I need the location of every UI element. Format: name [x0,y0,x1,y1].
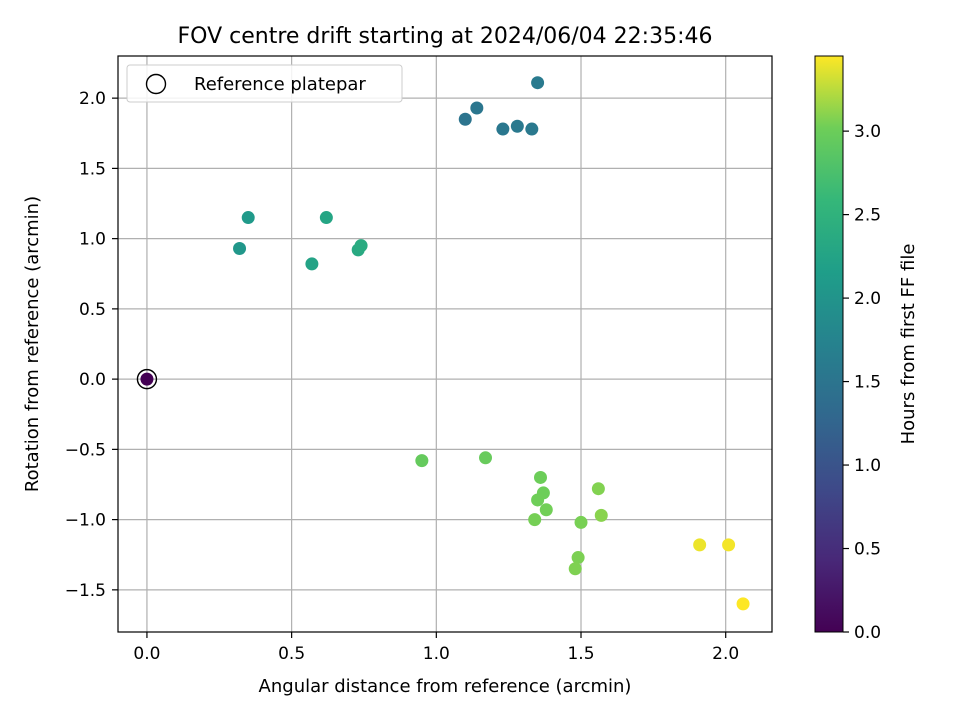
colorbar: 0.0 0.5 1.0 1.5 2.0 2.5 3.0 Hours from first F… [814,55,919,643]
data-point [531,76,545,90]
y-tick-label: −1.0 [65,511,106,531]
data-point [571,551,585,565]
legend-entry-reference-platepar: Reference platepar [194,74,366,95]
data-point [233,241,247,255]
reference-marker [136,368,158,390]
colorbar-gradient [814,55,844,633]
data-point [305,257,319,271]
data-point [693,538,707,552]
data-point [479,451,493,465]
data-point [496,122,510,136]
y-tick-label: −1.5 [65,581,106,601]
legend-marker-reference [145,73,167,95]
data-point [591,482,605,496]
data-point [319,211,333,225]
x-tick-label: 2.0 [712,644,739,664]
chart-title: FOV centre drift starting at 2024/06/04 … [178,24,713,49]
x-tick-label: 0.0 [133,644,160,664]
data-point [736,597,750,611]
y-axis-label: Rotation from reference (arcmin) [22,196,43,492]
legend: Reference platepar [126,64,403,103]
colorbar-tick-label: 0.0 [854,623,881,643]
colorbar-tick-label: 1.5 [854,373,881,393]
x-tick-label: 0.5 [278,644,305,664]
y-tick-label: 2.0 [79,89,106,109]
y-tick-label: 0.5 [79,300,106,320]
data-point [533,470,547,484]
y-tick-label: 1.5 [79,159,106,179]
colorbar-tick-label: 2.5 [854,206,881,226]
y-tick-label: 0.0 [79,370,106,390]
data-point [470,101,484,115]
data-point [594,508,608,522]
data-points [136,76,750,611]
data-point [528,513,542,527]
data-point [539,503,553,517]
x-tick-label: 1.5 [567,644,594,664]
grid-lines [118,56,772,632]
colorbar-tick-label: 3.0 [854,122,881,142]
colorbar-tick-label: 2.0 [854,289,881,309]
data-point [354,239,368,253]
colorbar-tick-label: 0.5 [854,540,881,560]
legend-box [126,64,403,103]
data-point [241,211,255,225]
data-point [140,372,154,386]
colorbar-ticks: 0.0 0.5 1.0 1.5 2.0 2.5 3.0 [843,122,881,643]
y-tick-label: 1.0 [79,230,106,250]
data-point [722,538,736,552]
colorbar-label: Hours from first FF file [898,244,919,445]
x-tick-label: 1.0 [423,644,450,664]
y-axis-ticks: −1.5 −1.0 −0.5 0.0 0.5 1.0 1.5 2.0 [65,89,118,601]
data-point [415,454,429,468]
data-point [568,562,582,576]
plot-frame [117,55,773,633]
colorbar-tick-label: 1.0 [854,456,881,476]
data-point [525,122,539,136]
data-point [458,112,472,126]
data-point [531,493,545,507]
data-point [574,515,588,529]
y-tick-label: −0.5 [65,440,106,460]
x-axis-label: Angular distance from reference (arcmin) [259,676,632,697]
x-axis-ticks: 0.0 0.5 1.0 1.5 2.0 [133,632,739,664]
data-point [510,119,524,133]
